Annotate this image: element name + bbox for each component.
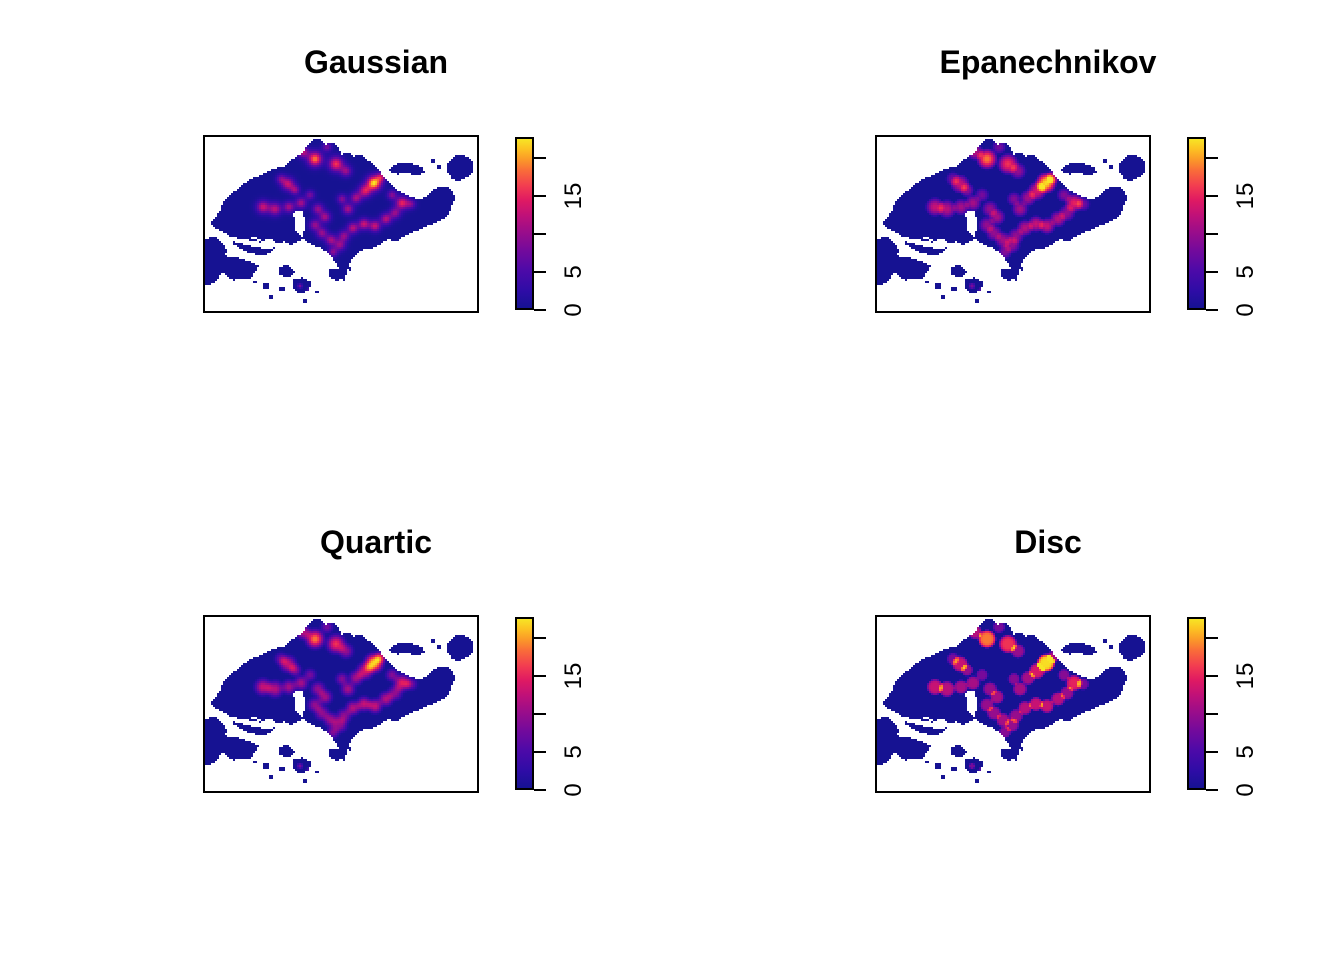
panel-gaussian: Gaussian 0 5 15 xyxy=(0,0,672,480)
colorbar-tick xyxy=(534,751,546,754)
density-map-canvas xyxy=(205,137,477,311)
colorbar-tick xyxy=(534,309,546,311)
density-map-canvas xyxy=(205,617,477,791)
colorbar-tick xyxy=(1206,157,1218,160)
colorbar-tick-label: 5 xyxy=(560,265,587,279)
colorbar-tick-label: 15 xyxy=(1232,662,1259,690)
colorbar-tick xyxy=(534,637,546,640)
map-frame xyxy=(875,135,1151,313)
colorbar-tick xyxy=(1206,751,1218,754)
map-frame xyxy=(203,615,479,793)
colorbar-tick xyxy=(1206,637,1218,640)
colorbar-tick xyxy=(534,195,546,198)
colorbar-tick-label: 0 xyxy=(560,783,587,797)
colorbar-tick-label: 0 xyxy=(1232,303,1259,317)
colorbar-tick-label: 15 xyxy=(560,662,587,690)
panel-quartic: Quartic 0 5 15 xyxy=(0,480,672,960)
colorbar-tick xyxy=(534,675,546,678)
colorbar-tick-label: 5 xyxy=(560,745,587,759)
colorbar-tick xyxy=(1206,713,1218,716)
colorbar-tick xyxy=(534,157,546,160)
map-frame xyxy=(203,135,479,313)
colorbar-gradient xyxy=(515,137,534,310)
panel-disc: Disc 0 5 15 xyxy=(672,480,1344,960)
panel-epanechnikov: Epanechnikov 0 5 15 xyxy=(672,0,1344,480)
colorbar-tick xyxy=(1206,233,1218,236)
colorbar-tick xyxy=(1206,195,1218,198)
colorbar-tick-label: 15 xyxy=(560,182,587,210)
colorbar-tick xyxy=(534,713,546,716)
colorbar-tick-label: 0 xyxy=(1232,783,1259,797)
colorbar-tick-label: 5 xyxy=(1232,745,1259,759)
colorbar-tick-label: 15 xyxy=(1232,182,1259,210)
colorbar-gradient xyxy=(1187,137,1206,310)
colorbar-tick xyxy=(534,789,546,791)
panel-title: Epanechnikov xyxy=(939,44,1157,80)
map-frame xyxy=(875,615,1151,793)
density-map-canvas xyxy=(877,137,1149,311)
density-map-canvas xyxy=(877,617,1149,791)
panel-title: Disc xyxy=(1014,524,1082,560)
colorbar-tick xyxy=(1206,271,1218,274)
colorbar-tick-label: 5 xyxy=(1232,265,1259,279)
colorbar-tick xyxy=(1206,309,1218,311)
colorbar-gradient xyxy=(515,617,534,790)
colorbar-tick xyxy=(1206,789,1218,791)
panel-title: Quartic xyxy=(319,524,433,560)
colorbar-gradient xyxy=(1187,617,1206,790)
colorbar-tick-label: 0 xyxy=(560,303,587,317)
colorbar-tick xyxy=(534,233,546,236)
colorbar-tick xyxy=(1206,675,1218,678)
colorbar-tick xyxy=(534,271,546,274)
panel-title: Gaussian xyxy=(303,44,449,80)
